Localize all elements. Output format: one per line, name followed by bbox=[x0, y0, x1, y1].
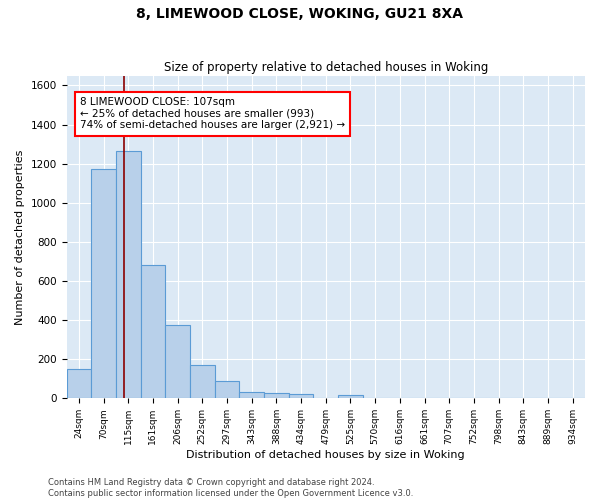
Text: 8 LIMEWOOD CLOSE: 107sqm
← 25% of detached houses are smaller (993)
74% of semi-: 8 LIMEWOOD CLOSE: 107sqm ← 25% of detach… bbox=[80, 97, 345, 130]
X-axis label: Distribution of detached houses by size in Woking: Distribution of detached houses by size … bbox=[187, 450, 465, 460]
Bar bbox=[264, 394, 289, 398]
Y-axis label: Number of detached properties: Number of detached properties bbox=[15, 150, 25, 324]
Bar bbox=[140, 266, 165, 398]
Bar bbox=[67, 369, 91, 398]
Text: 8, LIMEWOOD CLOSE, WOKING, GU21 8XA: 8, LIMEWOOD CLOSE, WOKING, GU21 8XA bbox=[137, 8, 464, 22]
Bar bbox=[190, 365, 215, 398]
Bar bbox=[239, 392, 264, 398]
Title: Size of property relative to detached houses in Woking: Size of property relative to detached ho… bbox=[164, 62, 488, 74]
Bar bbox=[91, 168, 116, 398]
Text: Contains HM Land Registry data © Crown copyright and database right 2024.
Contai: Contains HM Land Registry data © Crown c… bbox=[48, 478, 413, 498]
Bar bbox=[116, 151, 140, 398]
Bar bbox=[215, 380, 239, 398]
Bar bbox=[165, 325, 190, 398]
Bar bbox=[289, 394, 313, 398]
Bar bbox=[338, 396, 363, 398]
